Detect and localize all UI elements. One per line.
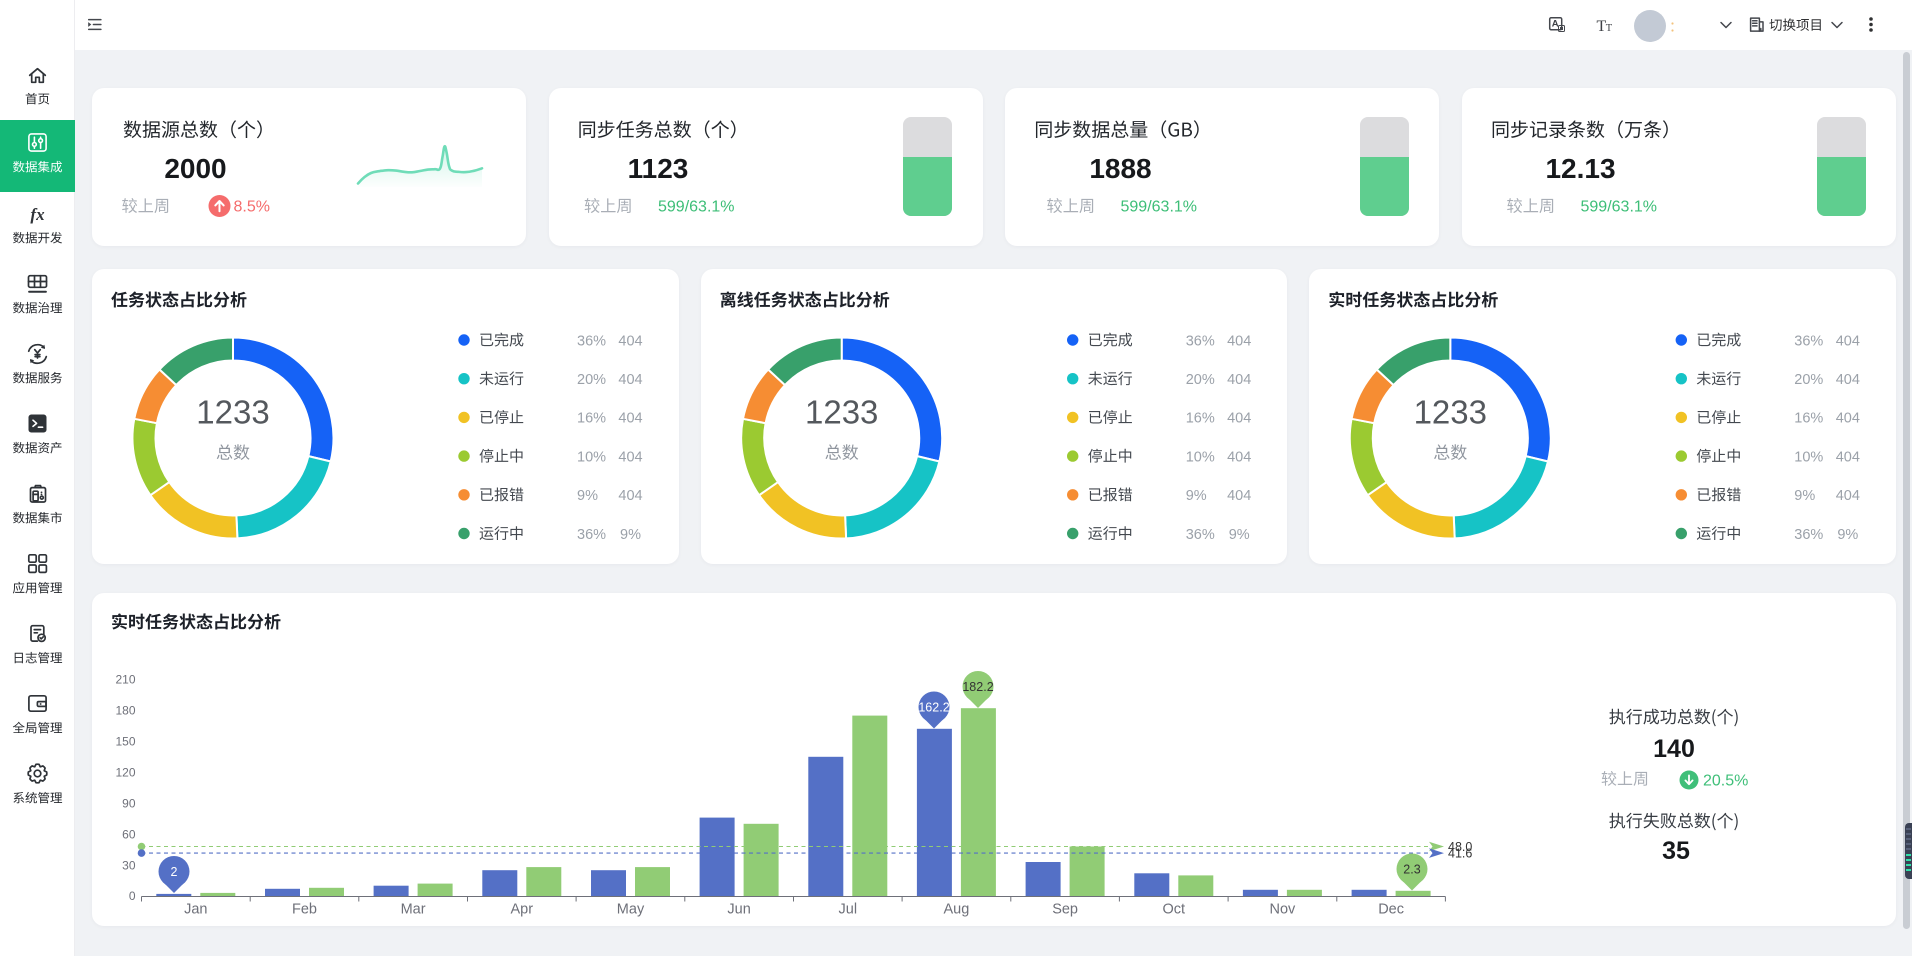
svg-text:404: 404 bbox=[618, 449, 642, 465]
svg-text:9%: 9% bbox=[1794, 488, 1815, 504]
svg-text:150: 150 bbox=[115, 735, 135, 749]
svg-text:120: 120 bbox=[115, 766, 135, 780]
svg-text:1233: 1233 bbox=[196, 393, 269, 430]
svg-text:180: 180 bbox=[115, 704, 135, 718]
svg-text:Apr: Apr bbox=[511, 902, 534, 918]
svg-text:2000: 2000 bbox=[164, 153, 226, 184]
svg-text:10%: 10% bbox=[1186, 449, 1215, 465]
svg-text:210: 210 bbox=[115, 673, 135, 687]
svg-text:404: 404 bbox=[1227, 372, 1251, 388]
svg-text:60: 60 bbox=[122, 827, 136, 841]
svg-text:Aug: Aug bbox=[943, 902, 969, 918]
svg-text:599/63.1%: 599/63.1% bbox=[658, 198, 735, 215]
svg-text:9%: 9% bbox=[577, 488, 598, 504]
svg-text:20%: 20% bbox=[1186, 372, 1215, 388]
svg-text:182.2: 182.2 bbox=[962, 680, 993, 694]
svg-text:2.3: 2.3 bbox=[1403, 862, 1420, 876]
svg-text:404: 404 bbox=[1836, 488, 1860, 504]
svg-text:Sep: Sep bbox=[1052, 902, 1078, 918]
svg-text:fx: fx bbox=[30, 205, 45, 224]
svg-text:16%: 16% bbox=[1794, 411, 1823, 427]
svg-text:162.2: 162.2 bbox=[918, 700, 949, 714]
svg-text:8.5%: 8.5% bbox=[234, 198, 270, 215]
svg-text:404: 404 bbox=[1227, 411, 1251, 427]
svg-text:48.0: 48.0 bbox=[1448, 840, 1472, 854]
svg-text:404: 404 bbox=[1836, 411, 1860, 427]
svg-text:404: 404 bbox=[618, 488, 642, 504]
svg-text:36%: 36% bbox=[577, 333, 606, 349]
svg-text:9%: 9% bbox=[1229, 527, 1250, 543]
svg-text:404: 404 bbox=[618, 333, 642, 349]
svg-text:36%: 36% bbox=[1794, 333, 1823, 349]
svg-text:9%: 9% bbox=[620, 527, 641, 543]
svg-text:41.6: 41.6 bbox=[1448, 846, 1472, 860]
svg-text:1888: 1888 bbox=[1089, 153, 1151, 184]
svg-text:Feb: Feb bbox=[292, 902, 317, 918]
svg-text:30: 30 bbox=[122, 858, 136, 872]
svg-text:16%: 16% bbox=[577, 411, 606, 427]
svg-text:1123: 1123 bbox=[628, 153, 689, 184]
svg-text:35: 35 bbox=[1662, 837, 1690, 865]
svg-text:404: 404 bbox=[1227, 333, 1251, 349]
svg-text:90: 90 bbox=[122, 796, 136, 810]
svg-text:404: 404 bbox=[1836, 449, 1860, 465]
svg-text:0: 0 bbox=[129, 889, 136, 903]
svg-text:2: 2 bbox=[171, 865, 178, 879]
svg-text:Mar: Mar bbox=[401, 902, 426, 918]
svg-text:404: 404 bbox=[618, 372, 642, 388]
svg-text:A: A bbox=[1552, 19, 1559, 30]
svg-text:1233: 1233 bbox=[1414, 393, 1487, 430]
svg-text:20%: 20% bbox=[1794, 372, 1823, 388]
svg-text:36%: 36% bbox=[1794, 527, 1823, 543]
svg-text:140: 140 bbox=[1653, 735, 1695, 763]
svg-text:10%: 10% bbox=[1794, 449, 1823, 465]
svg-text:Nov: Nov bbox=[1270, 902, 1297, 918]
svg-text:May: May bbox=[617, 902, 645, 918]
svg-text:9%: 9% bbox=[1837, 527, 1858, 543]
svg-text:20.5%: 20.5% bbox=[1703, 773, 1748, 790]
svg-text:10%: 10% bbox=[577, 449, 606, 465]
svg-text:20%: 20% bbox=[577, 372, 606, 388]
svg-text:404: 404 bbox=[1836, 333, 1860, 349]
svg-text:9%: 9% bbox=[1186, 488, 1207, 504]
svg-text:599/63.1%: 599/63.1% bbox=[1121, 198, 1198, 215]
svg-text:Jan: Jan bbox=[184, 902, 207, 918]
svg-text:404: 404 bbox=[1227, 449, 1251, 465]
svg-text:16%: 16% bbox=[1186, 411, 1215, 427]
svg-text:599/63.1%: 599/63.1% bbox=[1581, 198, 1658, 215]
svg-text:Jun: Jun bbox=[727, 902, 750, 918]
svg-text:404: 404 bbox=[1227, 488, 1251, 504]
svg-text:T: T bbox=[1597, 18, 1607, 35]
svg-text:T: T bbox=[1606, 23, 1613, 34]
svg-text:36%: 36% bbox=[1186, 333, 1215, 349]
svg-text:12.13: 12.13 bbox=[1545, 153, 1615, 184]
svg-text:404: 404 bbox=[1836, 372, 1860, 388]
svg-text:Dec: Dec bbox=[1378, 902, 1404, 918]
svg-text:404: 404 bbox=[618, 411, 642, 427]
svg-text:36%: 36% bbox=[1186, 527, 1215, 543]
svg-text:36%: 36% bbox=[577, 527, 606, 543]
svg-text:1233: 1233 bbox=[805, 393, 878, 430]
svg-text:Oct: Oct bbox=[1163, 902, 1186, 918]
svg-text:Jul: Jul bbox=[839, 902, 858, 918]
